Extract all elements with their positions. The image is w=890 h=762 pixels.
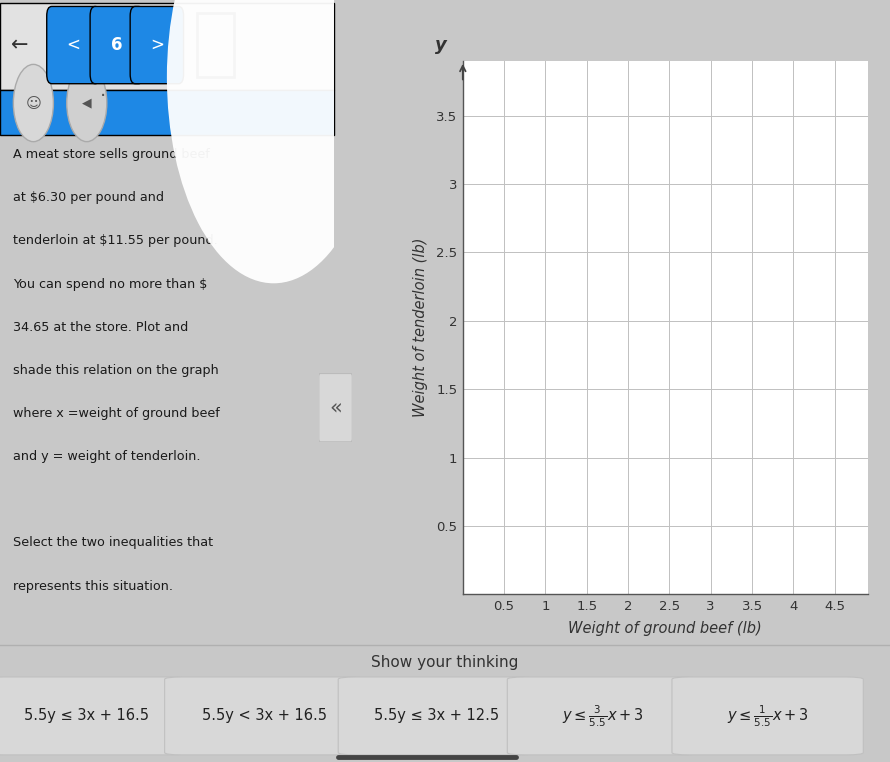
X-axis label: Weight of ground beef (lb): Weight of ground beef (lb) — [569, 621, 762, 636]
Text: «: « — [329, 398, 342, 418]
Text: $y \leq \frac{1}{5.5}x+3$: $y \leq \frac{1}{5.5}x+3$ — [727, 703, 808, 728]
Text: Graphing linear inequal...: Graphing linear inequal... — [61, 106, 239, 120]
Text: A meat store sells ground beef: A meat store sells ground beef — [13, 148, 210, 161]
Text: represents this situation.: represents this situation. — [13, 580, 174, 593]
FancyBboxPatch shape — [90, 6, 143, 84]
Text: 6: 6 — [111, 36, 123, 54]
Text: Show your thinking: Show your thinking — [371, 655, 519, 671]
Circle shape — [13, 65, 53, 142]
FancyBboxPatch shape — [338, 677, 534, 755]
Text: <: < — [67, 36, 80, 54]
FancyBboxPatch shape — [507, 677, 699, 755]
Text: You can spend no more than $: You can spend no more than $ — [13, 277, 207, 290]
Circle shape — [167, 0, 381, 283]
Text: tenderloin at $11.55 per pound.: tenderloin at $11.55 per pound. — [13, 235, 218, 248]
FancyBboxPatch shape — [130, 6, 183, 84]
Text: 34.65 at the store. Plot and: 34.65 at the store. Plot and — [13, 321, 189, 334]
FancyBboxPatch shape — [165, 677, 365, 755]
Text: >: > — [150, 36, 164, 54]
FancyBboxPatch shape — [47, 6, 101, 84]
FancyBboxPatch shape — [672, 677, 863, 755]
FancyBboxPatch shape — [0, 677, 187, 755]
Text: where x =weight of ground beef: where x =weight of ground beef — [13, 407, 220, 420]
Text: ◀: ◀ — [82, 97, 92, 110]
Text: ·: · — [101, 87, 107, 106]
FancyBboxPatch shape — [0, 90, 334, 135]
Text: $y \leq \frac{3}{5.5}x+3$: $y \leq \frac{3}{5.5}x+3$ — [562, 703, 643, 728]
Text: and y = weight of tenderloin.: and y = weight of tenderloin. — [13, 450, 201, 463]
Text: ←: ← — [12, 35, 28, 55]
Text: 5.5y ≤ 3x + 16.5: 5.5y ≤ 3x + 16.5 — [24, 709, 150, 723]
Text: ☺: ☺ — [26, 95, 41, 110]
Y-axis label: Weight of tenderloin (lb): Weight of tenderloin (lb) — [413, 238, 428, 418]
Text: y: y — [434, 36, 447, 54]
FancyBboxPatch shape — [0, 3, 334, 90]
Text: at $6.30 per pound and: at $6.30 per pound and — [13, 191, 165, 204]
Text: 5.5y < 3x + 16.5: 5.5y < 3x + 16.5 — [202, 709, 328, 723]
Circle shape — [67, 65, 107, 142]
Text: Select the two inequalities that: Select the two inequalities that — [13, 536, 214, 549]
FancyBboxPatch shape — [319, 373, 352, 442]
Text: shade this relation on the graph: shade this relation on the graph — [13, 363, 219, 376]
Text: 5.5y ≤ 3x + 12.5: 5.5y ≤ 3x + 12.5 — [374, 709, 498, 723]
